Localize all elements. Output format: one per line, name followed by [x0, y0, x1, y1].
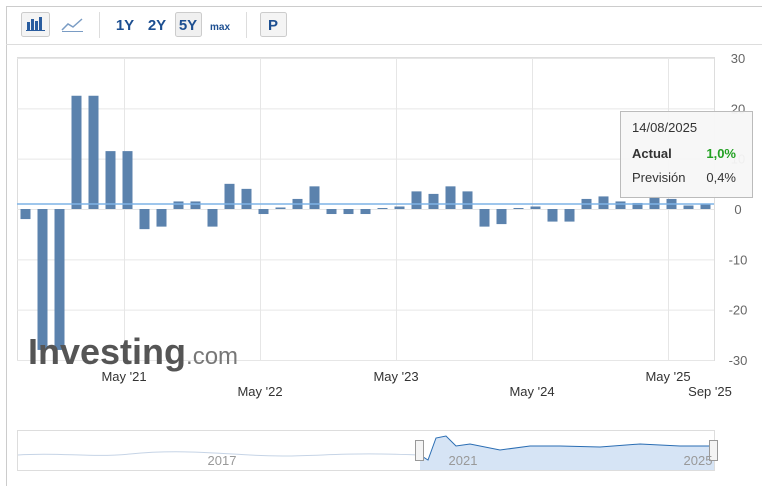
navigator-label: 2025 [684, 453, 713, 468]
logo-main: Investing [28, 331, 186, 372]
y-tick-label: -20 [729, 303, 748, 318]
bar [377, 207, 388, 209]
tooltip-date: 14/08/2025 [632, 120, 697, 135]
bar [54, 209, 65, 350]
logo: Investing.com [28, 331, 238, 372]
bar [547, 209, 558, 222]
bar [139, 209, 150, 230]
range-button[interactable]: 5Y [179, 17, 197, 34]
x-tick-label: May '21 [101, 369, 146, 384]
bar [700, 203, 711, 209]
x-tick-label: May '22 [237, 384, 282, 399]
bar [37, 209, 48, 350]
x-tick-label: May '23 [373, 369, 418, 384]
bar [394, 206, 405, 209]
bar [190, 201, 201, 209]
tooltip-value: 0,4% [706, 170, 736, 185]
bar-icon-button[interactable] [21, 12, 50, 37]
bar [530, 206, 541, 209]
x-tick-label: May '25 [645, 369, 690, 384]
tooltip-label: Actual [632, 146, 672, 161]
bar [71, 95, 82, 209]
bar [20, 209, 31, 220]
bar [343, 209, 354, 215]
bar [632, 202, 643, 209]
y-tick-label: 0 [734, 202, 741, 217]
x-tick-label: May '24 [509, 384, 554, 399]
bar [513, 207, 524, 209]
bar [479, 209, 490, 227]
bar [598, 196, 609, 209]
navigator-handle[interactable] [415, 440, 424, 461]
bar [241, 188, 252, 209]
bar [462, 191, 473, 209]
bar [258, 209, 269, 215]
y-tick-label: 30 [731, 51, 745, 66]
bar [224, 183, 235, 209]
range-button[interactable]: P [268, 17, 278, 34]
range-button[interactable]: 1Y [116, 17, 134, 34]
navigator-label: 2021 [449, 453, 478, 468]
tooltip-label: Previsión [632, 170, 685, 185]
navigator-line [419, 435, 714, 461]
bar [496, 209, 507, 225]
range-button[interactable]: max [210, 22, 230, 33]
bar [683, 205, 694, 209]
navigator-handle[interactable] [709, 440, 718, 461]
bar [360, 209, 371, 215]
bar [564, 209, 575, 222]
bar [156, 209, 167, 227]
line-icon-button[interactable] [61, 18, 83, 32]
y-tick-label: -10 [729, 252, 748, 267]
bar [122, 151, 133, 209]
navigator-label: 2017 [208, 453, 237, 468]
widget-border [6, 6, 762, 486]
tooltip-value: 1,0% [706, 146, 736, 161]
range-button[interactable]: 2Y [148, 17, 166, 34]
active-button-bg [175, 12, 202, 37]
bar [615, 201, 626, 209]
bar [105, 151, 116, 209]
tooltip-box [620, 111, 753, 198]
bar [88, 95, 99, 209]
logo-suffix: .com [186, 343, 238, 370]
bar [173, 201, 184, 209]
x-tick-label: Sep '25 [688, 384, 732, 399]
navigator-history-line [17, 451, 421, 457]
bar [207, 209, 218, 227]
bar [309, 186, 320, 209]
bar [275, 207, 286, 209]
bar [428, 193, 439, 209]
bar [445, 186, 456, 209]
bar [326, 209, 337, 215]
bar [649, 196, 660, 209]
y-tick-label: -30 [729, 353, 748, 368]
bar [411, 191, 422, 209]
p-button-bg [260, 12, 287, 37]
